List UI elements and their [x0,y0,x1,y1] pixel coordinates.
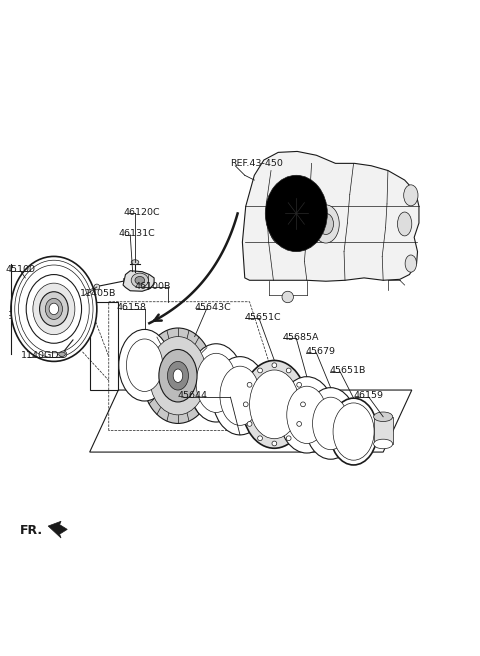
Ellipse shape [49,303,59,315]
Ellipse shape [159,350,197,402]
Text: 45644: 45644 [177,391,207,400]
Text: 46159: 46159 [354,391,384,400]
Ellipse shape [305,388,357,459]
Ellipse shape [275,211,291,236]
Ellipse shape [250,370,299,439]
Ellipse shape [19,265,89,353]
Text: 45643C: 45643C [195,304,231,312]
Ellipse shape [189,344,244,422]
Ellipse shape [135,276,144,284]
Ellipse shape [404,185,418,206]
Ellipse shape [373,440,393,449]
Ellipse shape [312,205,339,243]
Polygon shape [48,522,67,538]
Text: 46158: 46158 [117,304,147,312]
Ellipse shape [258,436,263,441]
Text: 1140GD: 1140GD [21,351,59,360]
Ellipse shape [247,382,252,387]
Text: 45100: 45100 [5,265,35,274]
Ellipse shape [220,366,260,425]
Text: 46100B: 46100B [134,282,170,291]
Ellipse shape [26,275,82,343]
Ellipse shape [279,377,335,453]
Ellipse shape [126,339,163,392]
Ellipse shape [318,213,334,234]
Ellipse shape [258,368,263,373]
Ellipse shape [196,354,236,413]
Text: 46131C: 46131C [118,229,155,238]
Text: 45651C: 45651C [245,313,281,322]
Circle shape [60,351,67,358]
Ellipse shape [397,212,412,236]
Ellipse shape [242,360,307,448]
Ellipse shape [59,352,65,356]
Polygon shape [123,271,154,291]
Ellipse shape [312,397,349,450]
Ellipse shape [149,337,206,415]
Ellipse shape [269,203,297,245]
Ellipse shape [373,412,393,422]
Text: 45685A: 45685A [283,333,320,342]
Ellipse shape [297,382,301,387]
Ellipse shape [287,386,327,443]
Ellipse shape [39,292,68,326]
Ellipse shape [333,403,374,461]
Ellipse shape [405,255,417,272]
Ellipse shape [15,260,93,358]
Ellipse shape [33,283,75,335]
Ellipse shape [300,402,305,407]
Ellipse shape [330,398,377,465]
Text: 11405B: 11405B [80,289,117,298]
Ellipse shape [247,422,252,426]
Circle shape [94,284,100,290]
Ellipse shape [243,402,248,407]
Text: 46120C: 46120C [123,208,160,217]
Ellipse shape [168,361,189,390]
Polygon shape [242,152,419,281]
Text: 45651B: 45651B [330,367,366,375]
Polygon shape [373,417,393,444]
Ellipse shape [272,363,277,367]
Ellipse shape [173,369,183,382]
Ellipse shape [286,368,291,373]
Text: REF.43-450: REF.43-450 [230,159,283,168]
Ellipse shape [11,256,97,361]
Ellipse shape [212,357,268,435]
Ellipse shape [265,175,327,252]
Ellipse shape [272,441,277,446]
Ellipse shape [286,436,291,441]
Circle shape [282,291,293,302]
Text: 45679: 45679 [306,348,336,356]
Text: FR.: FR. [20,524,43,537]
Ellipse shape [45,298,62,319]
Ellipse shape [131,273,148,287]
Ellipse shape [119,329,170,401]
Ellipse shape [131,260,139,264]
Ellipse shape [297,422,301,426]
Ellipse shape [142,328,214,423]
